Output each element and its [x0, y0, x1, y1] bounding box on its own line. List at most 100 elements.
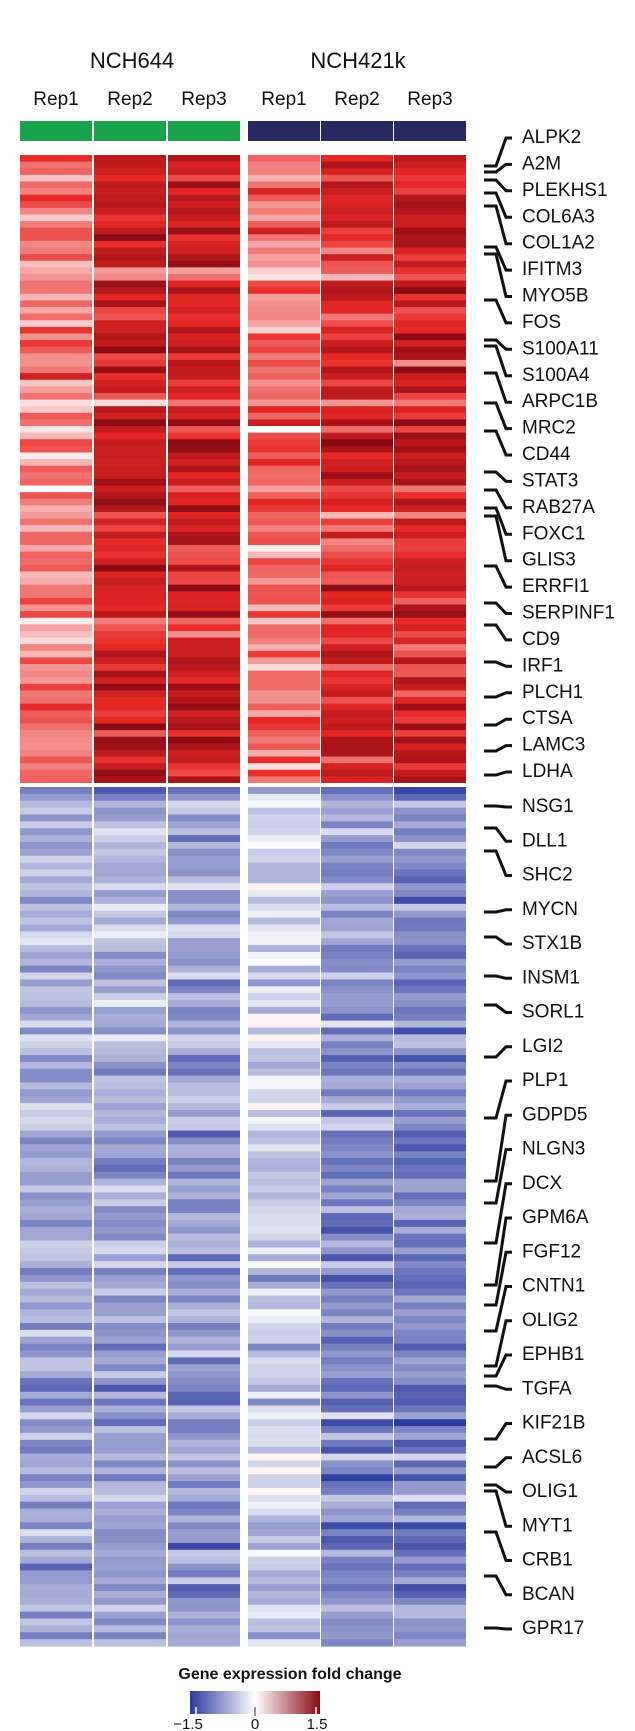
heatmap-cell [168, 234, 240, 242]
gene-connector [484, 1079, 512, 1120]
heatmap-cell [94, 300, 166, 308]
heatmap-cell [321, 597, 393, 606]
heatmap-cell [394, 1639, 466, 1647]
heatmap-cell [394, 670, 466, 678]
heatmap-cell [248, 1536, 320, 1544]
heatmap-cell [94, 876, 166, 884]
heatmap-cell [248, 972, 320, 981]
heatmap-cell [168, 793, 240, 802]
heatmap-cell [168, 518, 240, 526]
heatmap-cell [248, 769, 320, 777]
heatmap-cell [394, 800, 466, 809]
heatmap-cell [20, 161, 92, 169]
heatmap-cell [168, 958, 240, 967]
heatmap-cell [94, 1068, 166, 1077]
gene-connector [484, 514, 512, 563]
heatmap-cell [248, 1034, 320, 1042]
heatmap-cell [94, 903, 166, 912]
heatmap-cell [168, 1144, 240, 1152]
heatmap-cell [321, 1226, 393, 1235]
heatmap-cell [168, 194, 240, 202]
heatmap-cell [20, 716, 92, 725]
heatmap-cell [94, 1536, 166, 1544]
heatmap-cell [248, 776, 320, 784]
heatmap-cell [168, 1233, 240, 1242]
heatmap-cell [321, 419, 393, 427]
heatmap-cell [321, 664, 393, 672]
heatmap-cell [321, 538, 393, 546]
heatmap-cell [394, 531, 466, 540]
heatmap-cell [394, 1501, 466, 1510]
heatmap-cell [20, 287, 92, 295]
heatmap-cell [321, 1089, 393, 1097]
heatmap-cell [20, 841, 92, 850]
heatmap-cell [321, 1048, 393, 1056]
heatmap-cell [94, 478, 166, 487]
heatmap-cell [394, 1068, 466, 1077]
heatmap-dividers [18, 155, 478, 1646]
heatmap-cell [168, 459, 240, 467]
heatmap-cell [248, 697, 320, 705]
heatmap-cell [94, 465, 166, 473]
heatmap-cell [168, 551, 240, 559]
heatmap-cell [248, 392, 320, 401]
heatmap-cell [394, 1281, 466, 1290]
heatmap-cell [321, 1185, 393, 1194]
heatmap-cell [20, 1591, 92, 1599]
heatmap-cell [394, 917, 466, 926]
heatmap-cell [20, 1515, 92, 1523]
heatmap-cell [248, 452, 320, 460]
heatmap-cell [321, 227, 393, 235]
heatmap-cell [394, 972, 466, 981]
heatmap-cell [248, 677, 320, 685]
heatmap-cell [321, 168, 393, 176]
heatmap-cell [248, 1199, 320, 1207]
heatmap-cell [321, 1082, 393, 1090]
heatmap-cell [321, 1487, 393, 1496]
heatmap-cell [248, 828, 320, 836]
heatmap-cell [321, 439, 393, 447]
heatmap-cell [394, 511, 466, 520]
gene-connector [484, 601, 512, 615]
gene-label: S100A11 [522, 338, 599, 359]
heatmap-cell [20, 227, 92, 235]
heatmap-cell [248, 896, 320, 905]
heatmap-cell [248, 763, 320, 771]
gene-label: PLCH1 [522, 682, 583, 703]
heatmap-cell [394, 883, 466, 891]
heatmap-cell [94, 1233, 166, 1242]
heatmap-cell [394, 578, 466, 586]
heatmap-cell [394, 828, 466, 836]
gene-label: MRC2 [522, 418, 576, 439]
heatmap-cell [94, 538, 166, 546]
heatmap-cell [321, 1123, 393, 1132]
heatmap-cell [94, 630, 166, 639]
heatmap-cell [321, 366, 393, 374]
heatmap-cell [20, 254, 92, 262]
heatmap-cell [248, 1302, 320, 1310]
heatmap-cell [248, 683, 320, 692]
heatmap-cell [94, 1371, 166, 1379]
heatmap-cell [168, 1405, 240, 1413]
heatmap-cell [248, 1274, 320, 1283]
heatmap-cell [94, 1632, 166, 1640]
heatmap-cell [168, 883, 240, 891]
heatmap-cell [168, 630, 240, 639]
heatmap-cell [248, 743, 320, 751]
heatmap-cell [168, 320, 240, 328]
heatmap-cell [20, 558, 92, 566]
heatmap-cell [394, 1123, 466, 1132]
heatmap-cell [94, 439, 166, 447]
heatmap-cell [394, 1061, 466, 1070]
heatmap-cell [321, 749, 393, 758]
heatmap-cell [248, 945, 320, 953]
heatmap-cell [168, 597, 240, 606]
heatmap-cell [168, 293, 240, 302]
gene-label: OLIG2 [522, 1310, 578, 1331]
heatmap-cell [394, 637, 466, 645]
group-gap [242, 155, 248, 1646]
heatmap-cell [94, 1405, 166, 1413]
heatmap-cell [321, 776, 393, 784]
heatmap-cell [20, 972, 92, 981]
heatmap-cell [394, 604, 466, 612]
